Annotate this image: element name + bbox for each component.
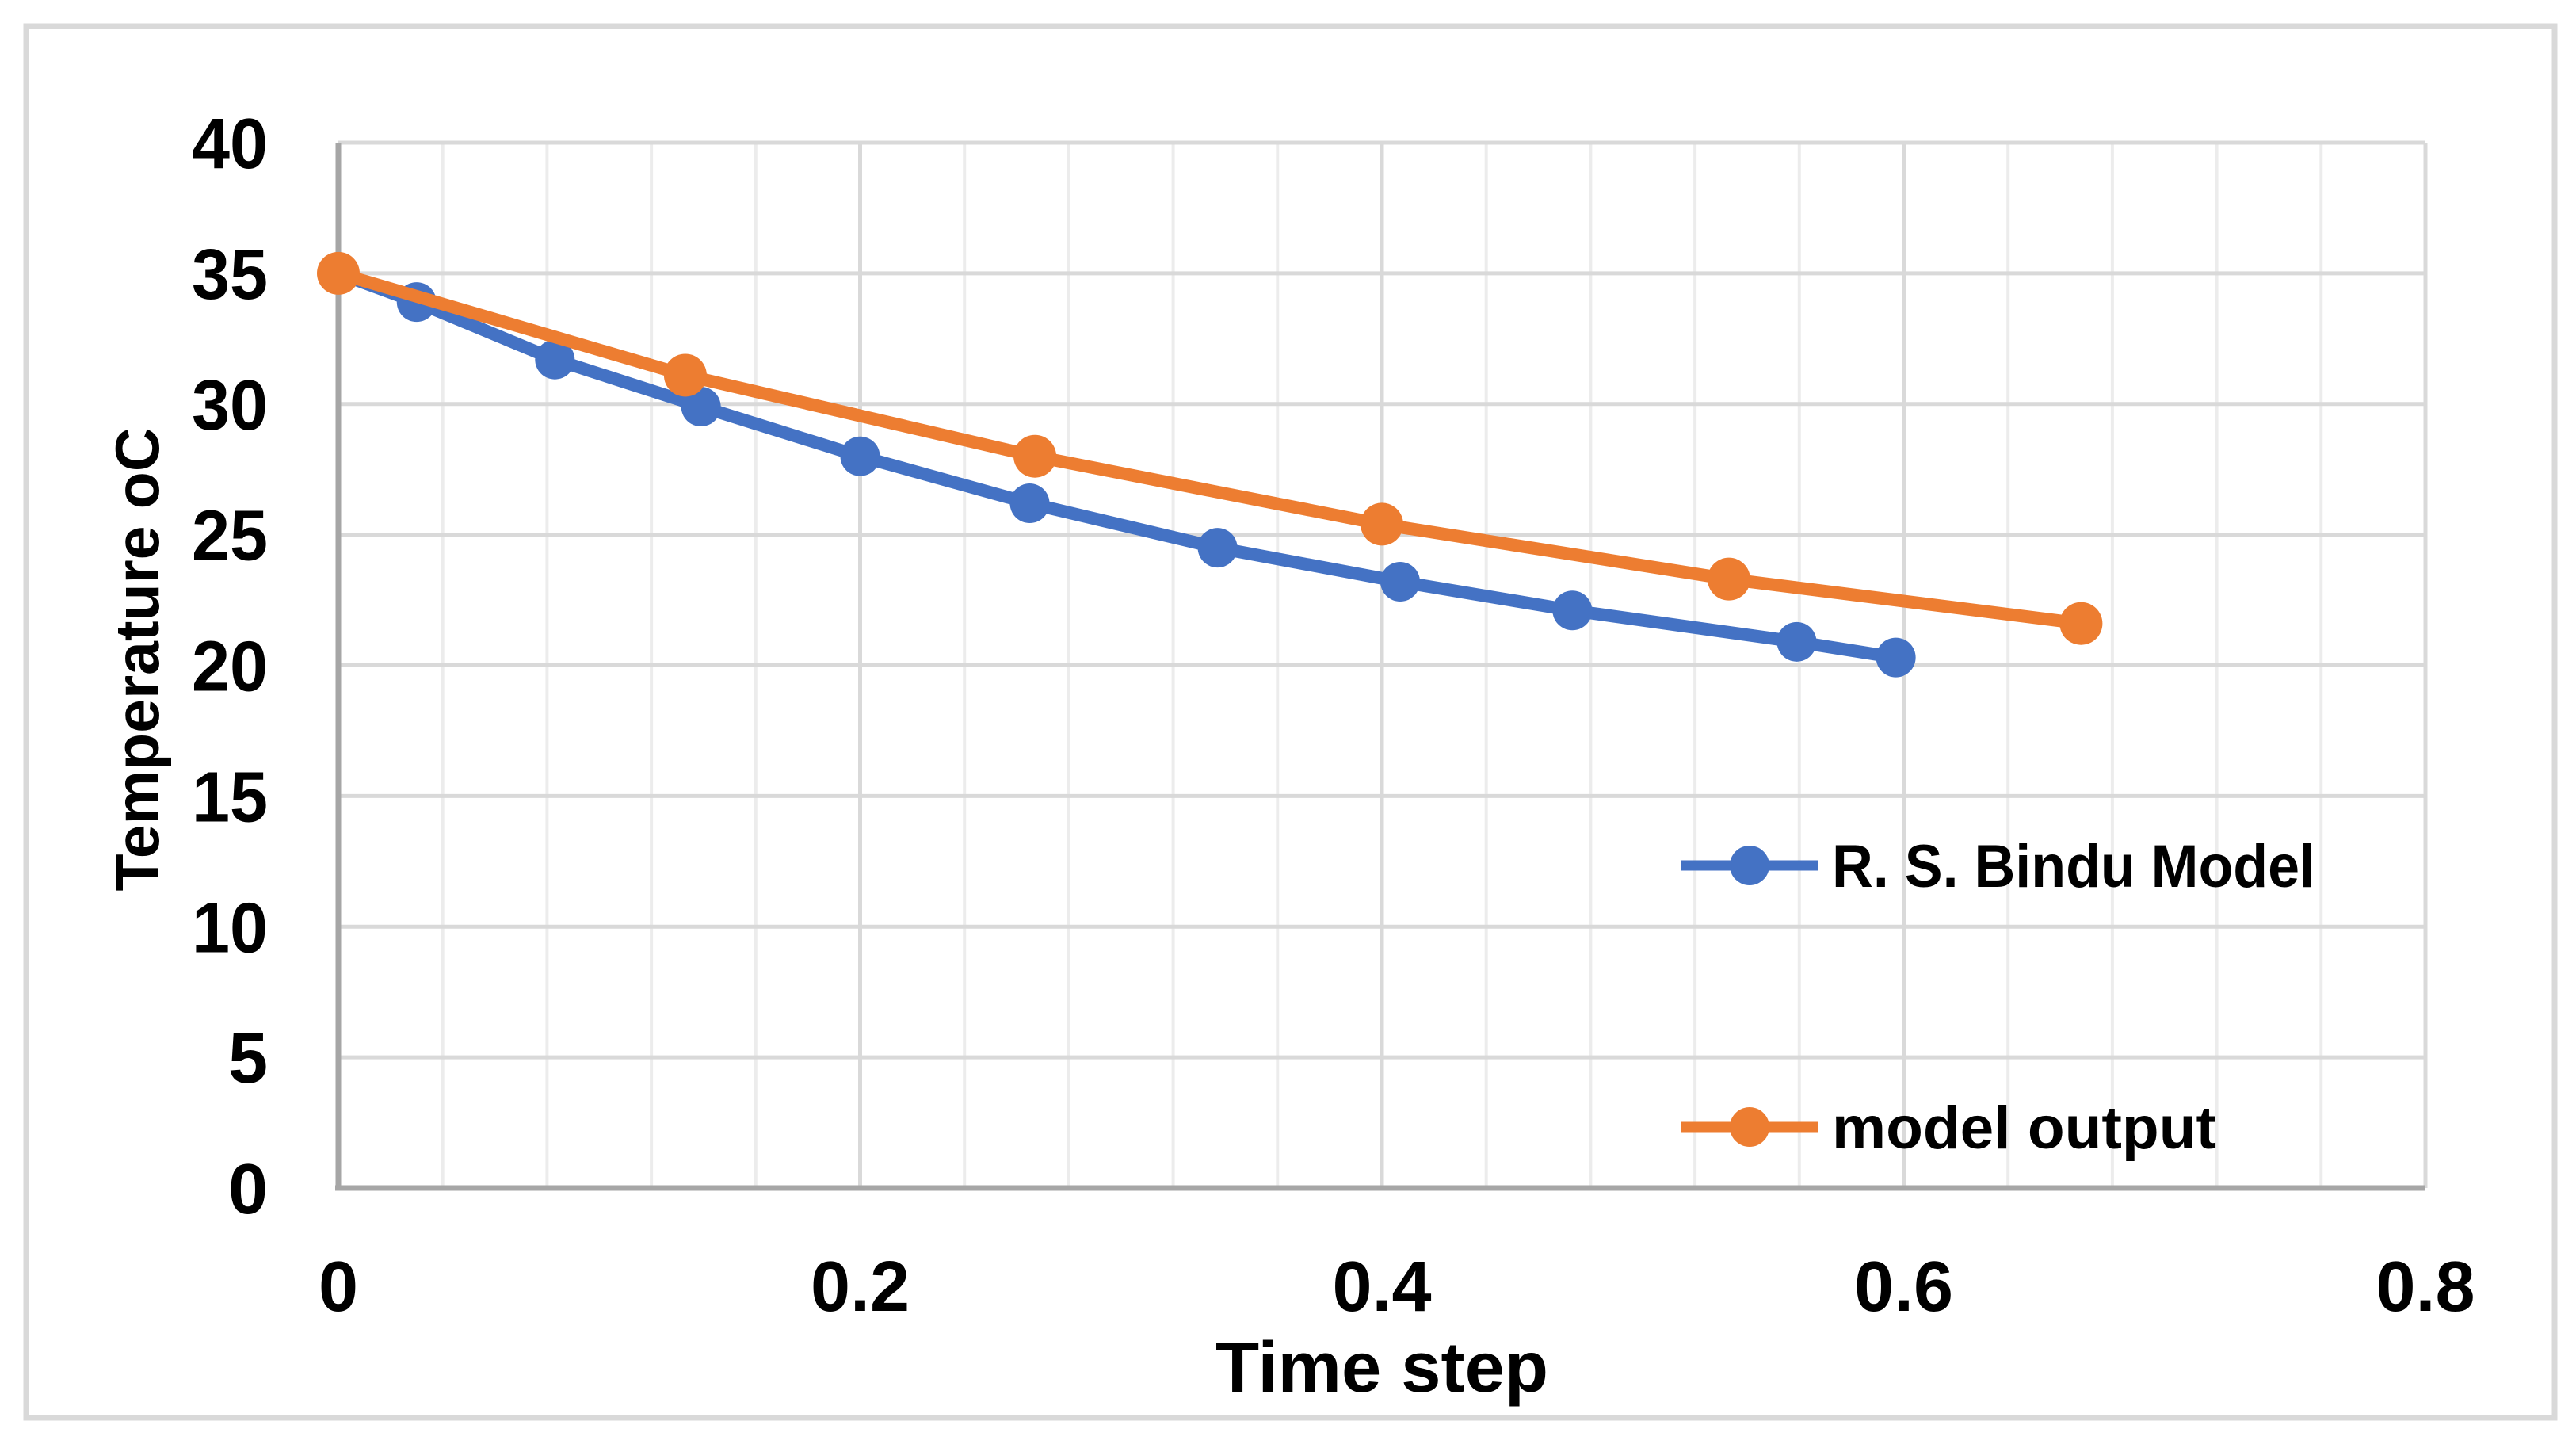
series-line-bindu-model xyxy=(332,266,1902,664)
series-line-model-output xyxy=(332,266,2088,630)
data-point-marker xyxy=(1776,621,1817,662)
y-tick-label: 25 xyxy=(192,497,268,576)
y-tick-label: 40 xyxy=(192,105,268,184)
x-tick-label: 0.4 xyxy=(1332,1247,1431,1327)
legend: R. S. Bindu Model model output xyxy=(1681,833,2315,1162)
data-point-marker xyxy=(535,339,575,380)
data-point-marker xyxy=(1013,434,1057,478)
data-point-marker xyxy=(1876,637,1916,678)
legend-item-model-output: model output xyxy=(1681,1094,2216,1162)
data-point-marker xyxy=(840,436,880,476)
legend-label-bindu-model: R. S. Bindu Model xyxy=(1832,833,2315,900)
series-layer xyxy=(317,251,2103,678)
data-point-marker xyxy=(1361,502,1403,546)
y-tick-label: 10 xyxy=(192,888,268,968)
data-point-marker xyxy=(1009,483,1050,524)
legend-label-model-output: model output xyxy=(1832,1094,2216,1162)
x-tick-label: 0.8 xyxy=(2376,1247,2475,1327)
data-point-marker xyxy=(1380,561,1421,602)
data-point-marker xyxy=(1707,557,1750,601)
y-tick-label: 20 xyxy=(192,628,268,707)
y-tick-label: 15 xyxy=(192,758,268,837)
x-axis-title: Time step xyxy=(1215,1328,1548,1408)
y-tick-label: 0 xyxy=(228,1150,268,1229)
data-point-marker xyxy=(681,387,721,427)
y-axis-tick-labels: 0 5 10 15 20 25 30 35 40 xyxy=(192,105,268,1229)
legend-marker-model-output xyxy=(1730,1107,1769,1147)
figure-border xyxy=(23,23,2558,1421)
legend-marker-bindu-model xyxy=(1730,846,1769,885)
y-tick-label: 35 xyxy=(192,235,268,315)
data-point-marker xyxy=(1197,528,1238,568)
legend-item-bindu-model: R. S. Bindu Model xyxy=(1681,833,2315,900)
data-point-marker xyxy=(317,251,360,295)
x-tick-label: 0.2 xyxy=(811,1247,910,1327)
axes xyxy=(335,143,2425,1191)
y-tick-label: 5 xyxy=(228,1019,268,1098)
data-point-marker xyxy=(2059,602,2103,645)
data-point-marker xyxy=(663,353,707,397)
y-tick-label: 30 xyxy=(192,366,268,445)
x-axis-tick-labels: 0 0.2 0.4 0.6 0.8 xyxy=(319,1247,2475,1327)
x-tick-label: 0 xyxy=(319,1247,358,1327)
x-tick-label: 0.6 xyxy=(1854,1247,1953,1327)
data-point-marker xyxy=(1552,590,1593,631)
y-axis-title: Temperature oC xyxy=(102,428,172,892)
